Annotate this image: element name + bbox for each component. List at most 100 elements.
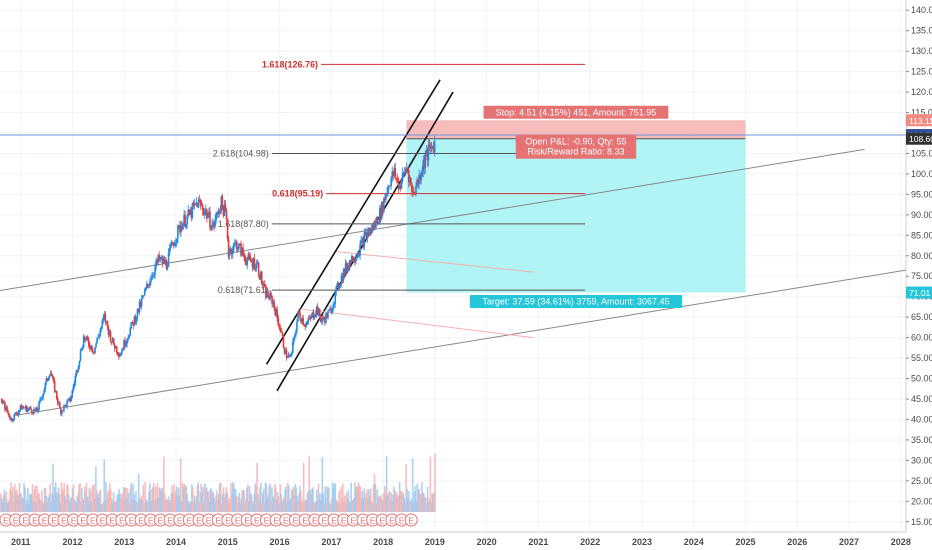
candle-body: [279, 327, 282, 332]
candle-body: [237, 248, 239, 251]
trend-line[interactable]: [300, 308, 534, 339]
volume-bar: [263, 502, 266, 512]
candle-body: [57, 402, 60, 404]
candle-body: [311, 312, 314, 315]
earnings-marker-label: E: [389, 516, 395, 526]
volume-bar: [93, 484, 95, 512]
earnings-marker-label: E: [273, 516, 279, 526]
candle-body: [367, 231, 370, 236]
volume-bar: [45, 496, 48, 512]
trend-line[interactable]: [15, 269, 907, 416]
volume-bar: [226, 492, 229, 512]
candle-body: [312, 312, 315, 319]
volume-bar: [7, 501, 10, 512]
volume-bar: [310, 493, 312, 512]
y-tick-label: 135.00: [911, 26, 932, 36]
earnings-marker-label: E: [302, 516, 308, 526]
candle-body: [128, 335, 130, 338]
volume-bar: [299, 485, 301, 512]
volume-bar: [89, 490, 92, 512]
trend-line[interactable]: [336, 251, 534, 273]
target-zone[interactable]: [406, 138, 746, 293]
volume-bar: [182, 486, 185, 512]
y-tick-label: 30.00: [911, 455, 932, 465]
volume-bar: [167, 496, 170, 512]
volume-bar: [71, 487, 74, 512]
candle-body: [371, 225, 374, 229]
volume-bar: [105, 482, 107, 512]
volume-bar: [204, 483, 206, 512]
candle-body: [15, 412, 18, 415]
volume-bar: [386, 495, 389, 512]
candle-body: [23, 407, 26, 409]
x-tick-label: 2018: [373, 537, 393, 547]
volume-bar: [32, 500, 35, 512]
candle-body: [271, 295, 273, 304]
candle-body: [80, 350, 83, 352]
candle-body: [241, 247, 243, 256]
volume-bar: [50, 501, 52, 512]
candle-body: [238, 243, 240, 249]
candle-body: [156, 260, 158, 263]
fib-level-label: 1.618(126.76): [262, 59, 318, 69]
candle-body: [122, 349, 124, 351]
volume-bar: [59, 502, 62, 512]
volume-bar: [417, 489, 420, 512]
candle-body: [84, 338, 87, 341]
candle-body: [320, 321, 323, 322]
candle-body: [100, 326, 103, 331]
volume-bar: [259, 487, 261, 512]
candle-body: [424, 155, 427, 169]
candle-body: [330, 308, 332, 314]
volume-bar: [27, 503, 30, 512]
earnings-marker[interactable]: [404, 513, 418, 527]
trend-line[interactable]: [0, 148, 865, 292]
candle-body: [355, 257, 357, 262]
price-axis[interactable]: [906, 0, 932, 550]
volume-bar: [47, 497, 50, 512]
x-tick-label: 2022: [580, 537, 600, 547]
earnings-marker-label: E: [293, 516, 299, 526]
volume-bar: [290, 490, 293, 512]
candle-body: [404, 168, 407, 174]
candle-body: [243, 254, 245, 257]
volume-bar: [60, 482, 63, 512]
candle-body: [369, 228, 372, 233]
volume-bar: [230, 482, 232, 512]
volume-bar: [92, 484, 94, 512]
volume-bar: [264, 482, 267, 512]
candle-body: [261, 283, 264, 286]
volume-bar: [328, 487, 330, 512]
earnings-marker-label: E: [51, 516, 57, 526]
volume-bar: [207, 491, 210, 512]
candle-body: [384, 198, 386, 200]
volume-bar: [140, 495, 143, 512]
candle-body: [308, 318, 311, 320]
volume-bar: [281, 501, 284, 512]
candle-body: [280, 331, 283, 333]
volume-bar: [434, 453, 436, 512]
volume-bar: [109, 483, 111, 512]
volume-bar: [345, 492, 348, 512]
volume-bar: [344, 503, 347, 512]
volume-bar: [255, 486, 257, 512]
candle-body: [253, 258, 256, 270]
candle-body: [415, 185, 417, 194]
candle-body: [136, 308, 139, 318]
volume-bar: [377, 497, 380, 512]
candle-body: [353, 260, 355, 262]
candle-body: [327, 311, 329, 319]
volume-bar: [82, 497, 84, 512]
candle-body: [31, 409, 33, 413]
fib-level-label: 2.618(104.98): [213, 149, 269, 159]
trend-line[interactable]: [265, 79, 441, 365]
candle-body: [276, 309, 279, 318]
volume-bar: [272, 496, 274, 512]
stop-zone[interactable]: [406, 120, 746, 139]
candle-body: [411, 183, 413, 192]
volume-bar: [213, 497, 216, 512]
volume-bar: [212, 491, 215, 512]
candle-body: [65, 404, 67, 407]
